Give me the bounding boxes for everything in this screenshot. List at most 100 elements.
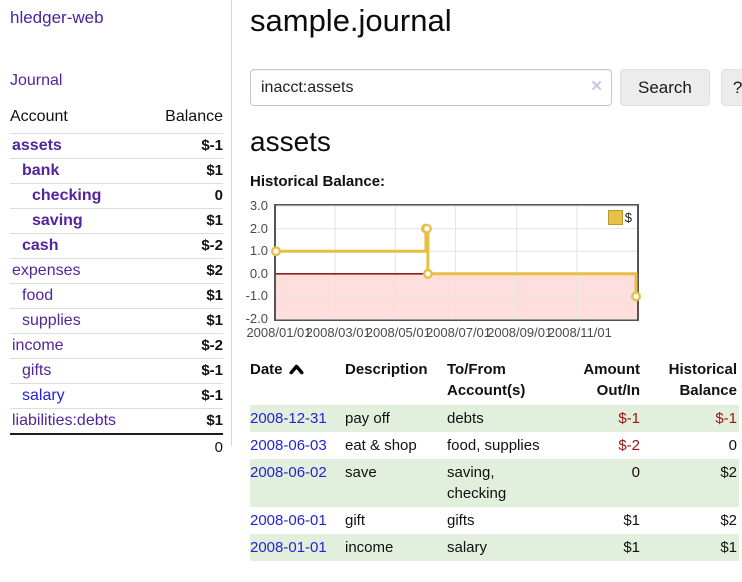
transaction-row: 2008-06-01 gift gifts $1 $2 bbox=[250, 507, 739, 534]
transaction-row: 2008-12-31 pay off debts $-1 $-1 bbox=[250, 405, 739, 432]
account-row: bank $1 bbox=[10, 158, 223, 184]
account-row: supplies $1 bbox=[10, 308, 223, 334]
account-row: cash $-2 bbox=[10, 233, 223, 259]
account-link[interactable]: bank bbox=[22, 162, 60, 179]
transaction-accounts: debts bbox=[447, 410, 484, 427]
x-axis-tick-label: 2008/03/01 bbox=[305, 325, 371, 340]
account-balance: $1 bbox=[147, 208, 223, 234]
account-balance: $-1 bbox=[147, 383, 223, 409]
account-link[interactable]: liabilities:debts bbox=[12, 412, 117, 429]
column-header-tofrom[interactable]: To/From Account(s) bbox=[447, 361, 526, 399]
y-axis-tick-label: 0.0 bbox=[249, 265, 268, 281]
sort-ascending-icon bbox=[289, 364, 304, 375]
transaction-balance: 0 bbox=[728, 437, 737, 454]
y-axis-tick-label: -2.0 bbox=[245, 311, 268, 326]
account-link[interactable]: cash bbox=[22, 237, 59, 254]
y-axis-tick-label: 3.0 bbox=[249, 198, 268, 213]
account-link[interactable]: salary bbox=[22, 387, 65, 404]
transaction-accounts: saving, checking bbox=[447, 464, 507, 502]
transaction-description: pay off bbox=[345, 410, 390, 427]
account-balance: $-2 bbox=[147, 333, 223, 359]
transaction-amount: $-2 bbox=[618, 437, 640, 454]
chart-canvas bbox=[271, 205, 642, 320]
account-row: expenses $2 bbox=[10, 258, 223, 284]
column-header-description[interactable]: Description bbox=[345, 361, 428, 378]
x-axis-tick-label: 2008/05/01 bbox=[365, 325, 431, 340]
transaction-date-link[interactable]: 2008-06-03 bbox=[250, 437, 327, 454]
transaction-balance: $2 bbox=[720, 512, 737, 529]
chart-title: Historical Balance: bbox=[250, 173, 386, 190]
chart-legend: $ bbox=[607, 210, 632, 225]
account-row: gifts $-1 bbox=[10, 358, 223, 384]
journal-title: sample.journal bbox=[250, 3, 452, 38]
account-link[interactable]: assets bbox=[12, 137, 62, 154]
transaction-date-link[interactable]: 2008-06-01 bbox=[250, 512, 327, 529]
transaction-row: 2008-01-01 income salary $1 $1 bbox=[250, 534, 739, 561]
account-link[interactable]: supplies bbox=[22, 312, 81, 329]
accounts-table-header: Account Balance bbox=[10, 106, 223, 134]
account-link[interactable]: checking bbox=[32, 187, 102, 204]
account-row: assets $-1 bbox=[10, 133, 223, 159]
data-point[interactable] bbox=[271, 246, 281, 257]
column-header-amount[interactable]: Amount Out/In bbox=[583, 361, 640, 399]
account-link[interactable]: saving bbox=[32, 212, 83, 229]
accounts-total-row: 0 bbox=[10, 433, 223, 461]
transaction-accounts: gifts bbox=[447, 512, 475, 529]
legend-swatch-icon bbox=[607, 210, 623, 225]
app-brand-link[interactable]: hledger-web bbox=[10, 8, 104, 27]
y-axis-tick-label: -1.0 bbox=[245, 288, 268, 304]
transactions-table: Date Description To/From Account(s) Amount … bbox=[250, 357, 739, 561]
column-header-date[interactable]: Date bbox=[250, 357, 345, 405]
account-link[interactable]: food bbox=[22, 287, 54, 304]
transaction-amount: 0 bbox=[631, 464, 640, 481]
account-balance: $1 bbox=[147, 158, 223, 184]
accounts-total-value: 0 bbox=[147, 433, 223, 461]
transaction-accounts: salary bbox=[447, 539, 488, 556]
journal-nav-link[interactable]: Journal bbox=[10, 72, 63, 89]
account-link[interactable]: expenses bbox=[12, 262, 81, 279]
search-bar: ✕ Search ? bbox=[250, 69, 742, 106]
transaction-date-link[interactable]: 2008-01-01 bbox=[250, 539, 327, 556]
transaction-amount: $1 bbox=[623, 539, 640, 556]
accounts-balance-table: Account Balance assets $-1 bank $1 check… bbox=[10, 106, 223, 461]
x-axis-tick-label: 2008/09/01 bbox=[487, 325, 553, 340]
account-balance: $-1 bbox=[147, 358, 223, 384]
account-row: liabilities:debts $1 bbox=[10, 408, 223, 434]
transaction-description: save bbox=[345, 464, 377, 481]
data-point[interactable] bbox=[422, 268, 433, 279]
y-axis-tick-label: 2.0 bbox=[249, 220, 268, 236]
search-input[interactable] bbox=[250, 69, 612, 106]
account-balance: $1 bbox=[147, 308, 223, 334]
transaction-amount: $1 bbox=[623, 512, 640, 529]
transactions-table-header: Date Description To/From Account(s) Amount … bbox=[250, 357, 739, 405]
search-button[interactable]: Search bbox=[620, 69, 710, 106]
data-point[interactable] bbox=[421, 223, 432, 234]
account-balance: 0 bbox=[147, 183, 223, 209]
transaction-amount: $-1 bbox=[618, 410, 640, 427]
search-help-button[interactable]: ? bbox=[720, 69, 742, 106]
account-link[interactable]: gifts bbox=[22, 362, 52, 379]
account-balance: $-1 bbox=[147, 133, 223, 159]
account-balance: $1 bbox=[147, 408, 223, 434]
transaction-description: gift bbox=[345, 512, 366, 529]
x-axis-tick-label: 2008/07/01 bbox=[425, 325, 492, 340]
data-point[interactable] bbox=[631, 291, 642, 302]
account-balance: $-2 bbox=[147, 233, 223, 259]
transaction-date-link[interactable]: 2008-06-02 bbox=[250, 464, 327, 481]
account-column-header: Account bbox=[10, 108, 68, 125]
account-balance: $2 bbox=[147, 258, 223, 284]
transaction-balance: $-1 bbox=[715, 410, 737, 427]
balance-column-header: Balance bbox=[165, 108, 223, 125]
clear-search-icon[interactable]: ✕ bbox=[590, 78, 603, 95]
legend-label: $ bbox=[624, 210, 632, 225]
account-link[interactable]: income bbox=[12, 337, 64, 354]
transaction-row: 2008-06-03 eat & shop food, supplies $-2… bbox=[250, 432, 739, 459]
chart-plot-area: $ bbox=[271, 204, 642, 321]
transaction-date-link[interactable]: 2008-12-31 bbox=[250, 410, 327, 427]
transaction-balance: $2 bbox=[720, 464, 737, 481]
transaction-description: eat & shop bbox=[345, 437, 417, 454]
historical-balance-chart: $ 3.0 2.0 1.0 0.0 -1.0 -2.0 2008/01/01 2008/03/… bbox=[246, 199, 737, 354]
account-row: food $1 bbox=[10, 283, 223, 309]
column-header-historical[interactable]: Historical Balance bbox=[668, 361, 737, 399]
account-balance: $1 bbox=[147, 283, 223, 309]
